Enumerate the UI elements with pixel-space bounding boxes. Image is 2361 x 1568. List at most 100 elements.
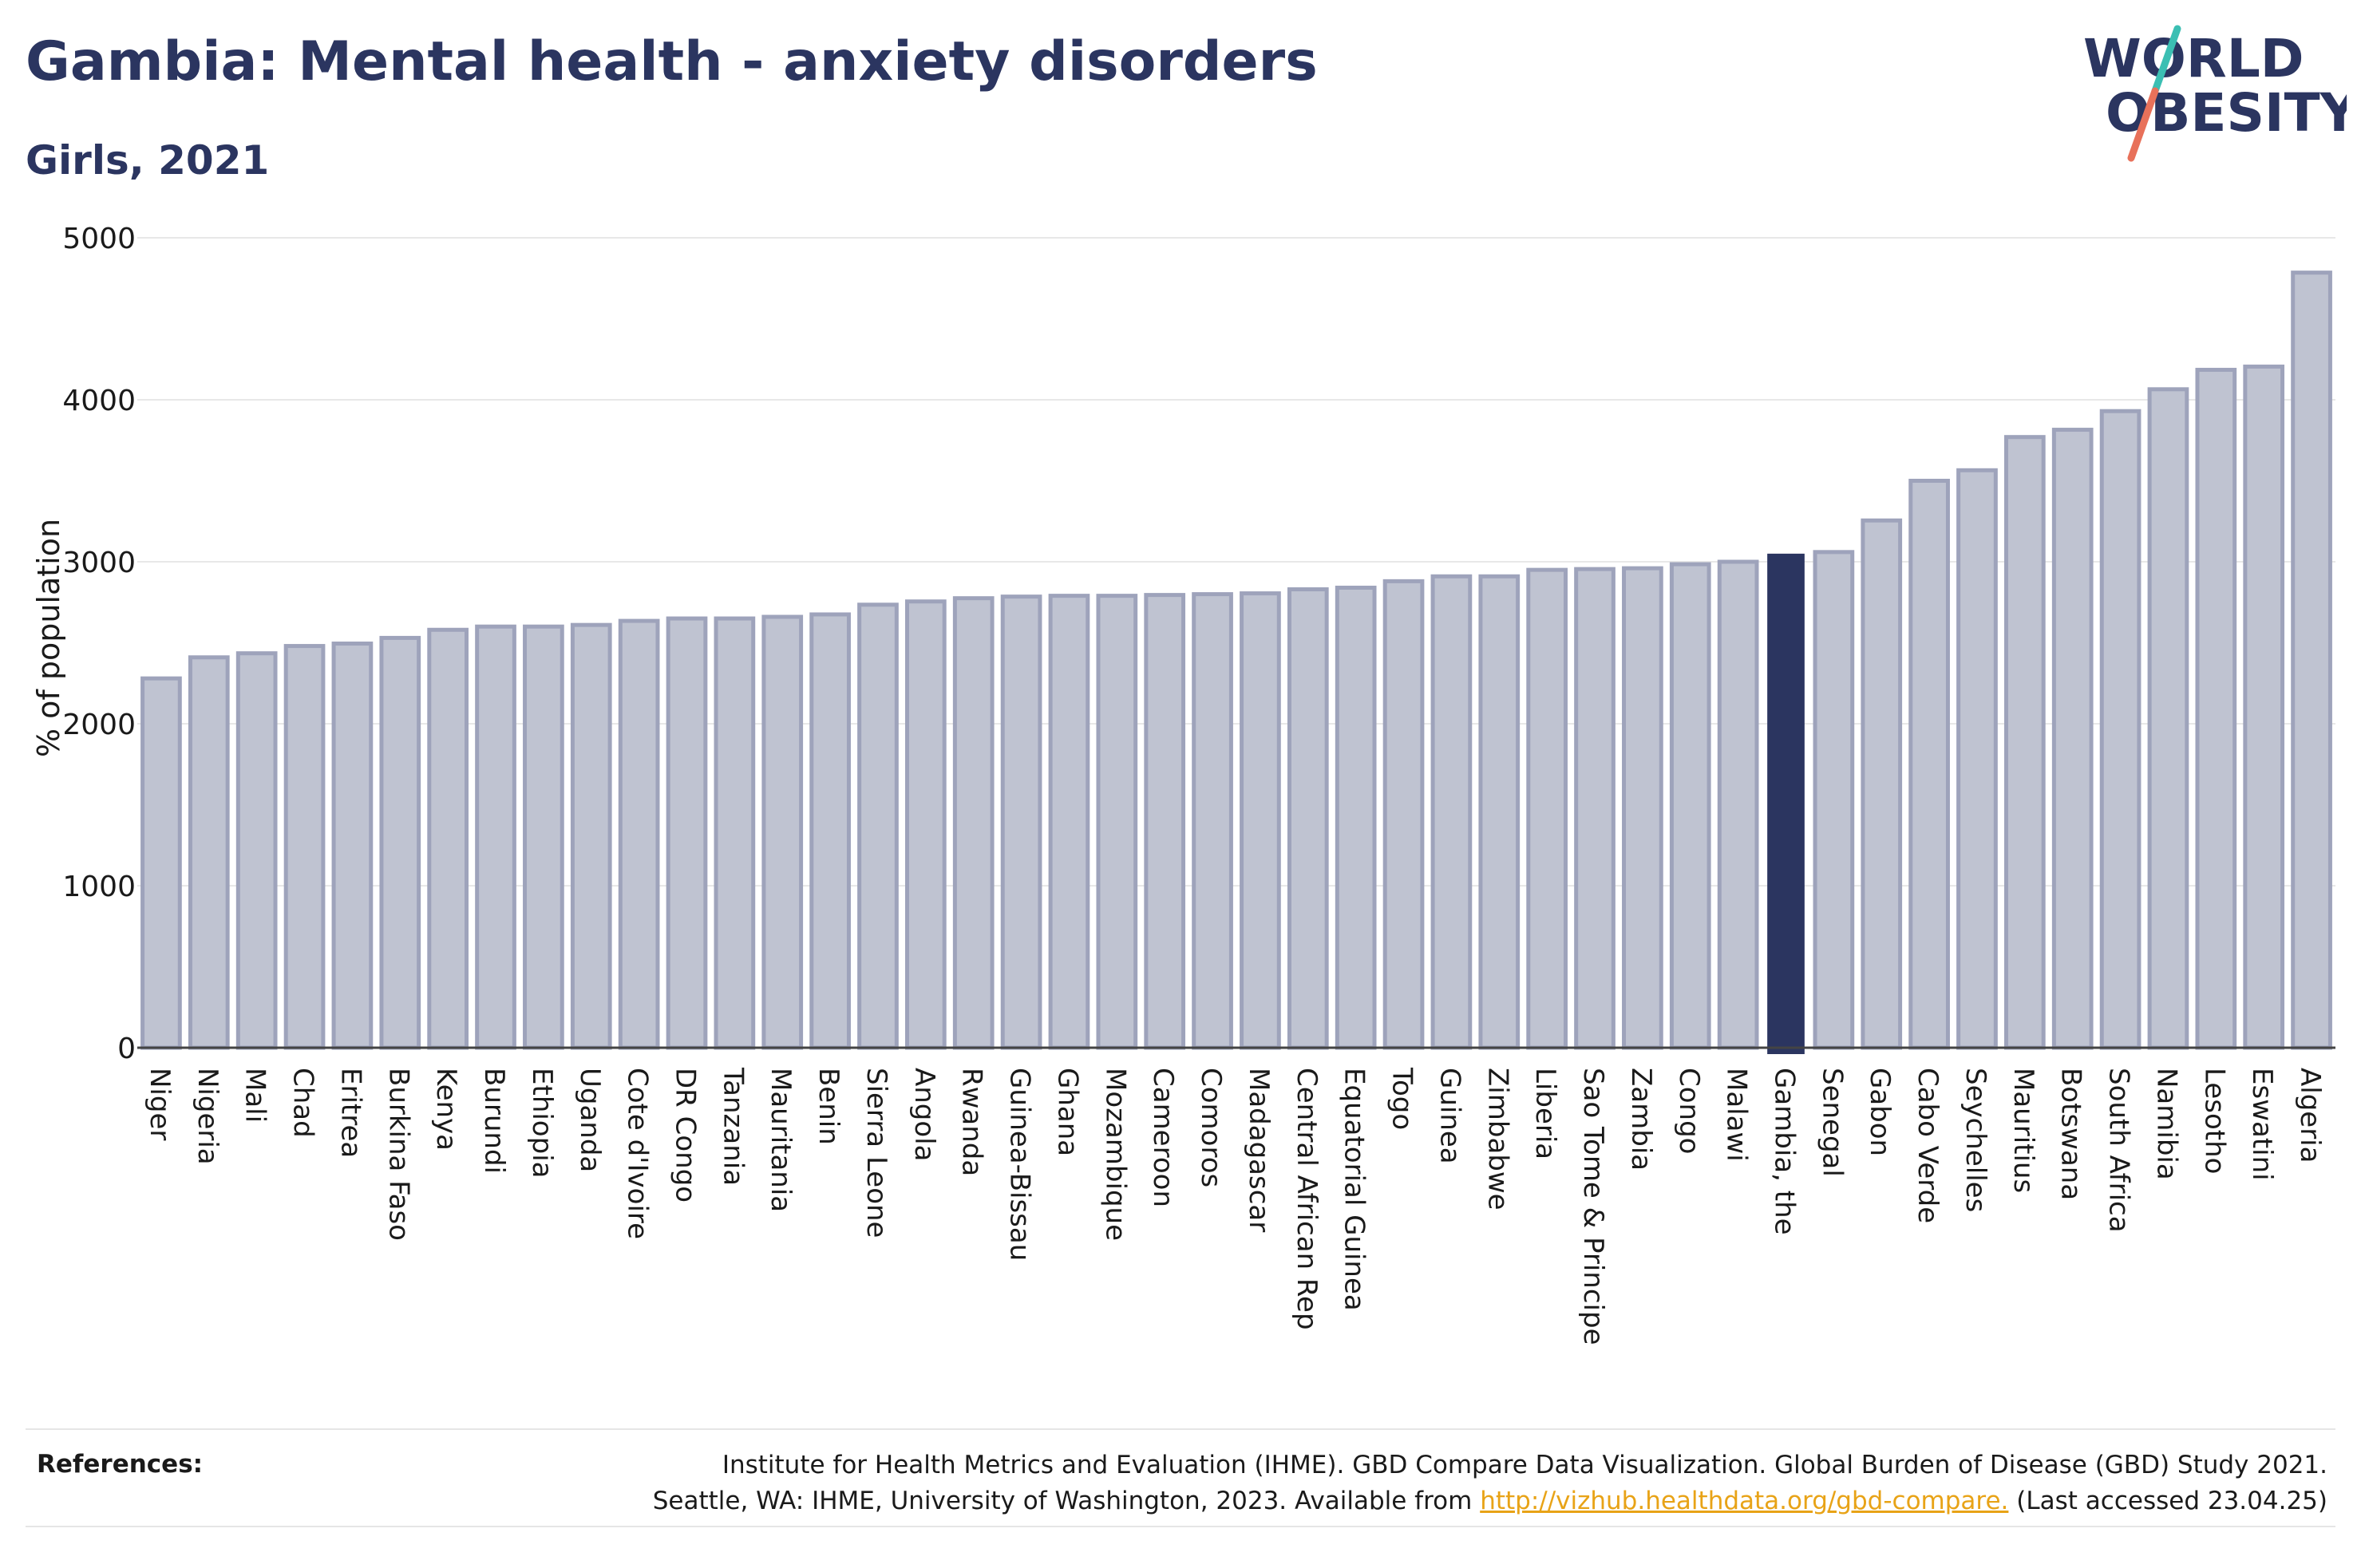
x-tick-label: Ethiopia [526,1068,558,1178]
x-tick-label: Cabo Verde [1912,1068,1944,1223]
references-line-2-suffix: (Last accessed 23.04.25) [2008,1487,2327,1515]
bar [1335,585,1377,1050]
references-link[interactable]: http://vizhub.healthdata.org/gbd-compare… [1480,1487,2009,1515]
bar [1478,574,1521,1050]
bar [188,655,230,1050]
bar [475,624,516,1050]
bar-chart: 0 1000 2000 3000 4000 5000 Niger Nigeria Mali Ch… [31,223,2335,1345]
x-tick-label: Niger [144,1068,176,1140]
x-tick-label: Guinea [1434,1068,1465,1164]
x-tick-label: Liberia [1529,1068,1561,1159]
bar [1622,566,1663,1050]
references-divider-top [26,1428,2335,1430]
x-tick-label: Madagascar [1243,1068,1275,1232]
references-label: References: [37,1450,204,1479]
bar [809,612,851,1050]
x-tick-label: South Africa [2103,1068,2135,1233]
x-tick-label: Zimbabwe [1481,1068,1513,1211]
bar [1240,591,1281,1050]
x-axis-ticks: Niger Nigeria Mali Chad Eritrea Burkina Faso K… [144,1067,2326,1345]
x-tick-label: Cameroon [1147,1068,1179,1207]
x-tick-label: Sierra Leone [860,1068,892,1238]
x-tick-label: Mauritius [2007,1068,2039,1193]
bar [1908,479,1950,1050]
x-tick-label: DR Congo [670,1068,702,1203]
bar-highlighted [1767,553,1805,1054]
x-tick-label: Nigeria [192,1068,223,1165]
bar [1000,594,1042,1050]
x-tick-label: Malawi [1721,1068,1753,1162]
x-tick-label: Chad [287,1068,319,1138]
bar [140,676,182,1050]
bar [570,622,612,1050]
bar [235,651,278,1050]
references-divider-bottom [26,1526,2335,1527]
chart-title: Gambia: Mental health - anxiety disorder… [26,30,1318,93]
x-tick-label: Gambia, the [1769,1068,1801,1235]
y-tick-label: 2000 [62,709,136,741]
bar [1048,594,1090,1050]
references-line-2-text: Seattle, WA: IHME, University of Washing… [652,1487,1481,1515]
bar [2147,387,2189,1050]
bar [2243,364,2285,1050]
x-tick-label: Tanzania [717,1067,749,1186]
x-tick-label: Eswatini [2246,1068,2278,1181]
bar [331,642,374,1050]
bar [1526,567,1568,1050]
references-line-1: Institute for Health Metrics and Evaluat… [722,1451,2327,1479]
bar [618,618,660,1050]
bar [283,644,326,1050]
logo-text-world: WORLD [2083,28,2304,89]
bar [1669,562,1711,1050]
x-tick-label: Algeria [2294,1068,2326,1163]
x-tick-label: Botswana [2055,1068,2087,1200]
x-tick-label: Mauritania [765,1068,797,1212]
x-tick-label: Zambia [1625,1068,1657,1171]
x-tick-label: Equatorial Guinea [1339,1068,1370,1311]
x-tick-label: Angola [908,1068,940,1161]
bar [2051,428,2094,1050]
bar [1813,550,1855,1050]
x-tick-label: Gabon [1864,1068,1896,1156]
x-tick-label: Comoros [1195,1068,1227,1187]
x-tick-label: Sao Tome & Principe [1577,1068,1609,1345]
bar [952,596,995,1050]
bar [904,599,947,1050]
bar [523,624,564,1050]
x-tick-label: Senegal [1816,1068,1848,1177]
bar [1430,574,1473,1050]
bar [1574,567,1616,1050]
x-tick-label: Kenya [430,1068,462,1151]
y-axis-label: % of population [31,519,66,757]
x-tick-label: Central African Rep [1291,1068,1323,1330]
x-tick-label: Guinea-Bissau [1004,1068,1036,1261]
bar [379,635,421,1050]
x-tick-label: Lesotho [2198,1068,2230,1174]
bar [761,614,804,1050]
bar [2195,367,2237,1050]
x-tick-label: Burundi [478,1068,510,1174]
y-tick-label: 5000 [62,223,136,255]
x-tick-label: Uganda [574,1068,606,1172]
world-obesity-logo: WORLD OBESITY [2083,25,2347,162]
y-tick-label: 1000 [62,871,136,903]
bar [1144,593,1186,1050]
x-tick-label: Cote d'Ivoire [622,1068,654,1239]
y-tick-label: 3000 [62,547,136,579]
bar [666,616,708,1050]
x-tick-label: Ghana [1051,1068,1083,1156]
references-line-2: Seattle, WA: IHME, University of Washing… [492,1483,2327,1519]
y-tick-label: 0 [117,1033,136,1065]
x-tick-label: Congo [1673,1068,1705,1154]
bar [1096,594,1138,1050]
bar [427,627,469,1050]
x-tick-label: Eritrea [334,1068,366,1158]
bar [1956,468,1998,1050]
bar [714,616,756,1050]
y-tick-label: 4000 [62,385,136,417]
x-tick-label: Benin [813,1068,844,1145]
bar [1192,592,1233,1050]
bar [2003,435,2046,1050]
bar [1717,559,1759,1050]
x-tick-label: Seychelles [1960,1068,1991,1212]
